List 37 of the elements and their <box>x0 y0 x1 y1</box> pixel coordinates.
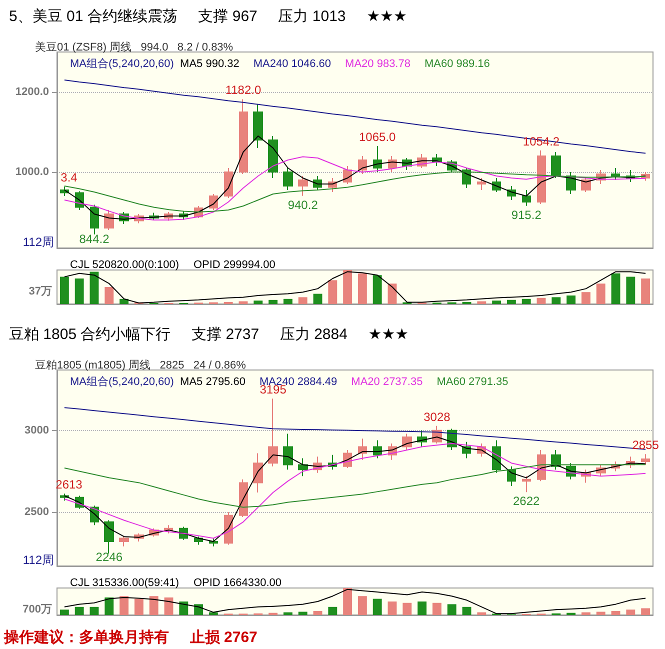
annotation: 2613 <box>56 478 83 492</box>
chart-title: 5、美豆 01 合约继续震荡 支撑 967 压力 1013 ★★★ <box>9 8 407 25</box>
text: 700万 <box>22 604 52 616</box>
series-label: CJL 520820.00(0:100) <box>70 259 180 271</box>
series-label: CJL 315336.00(59:41) <box>70 577 180 589</box>
chart-subtitle: 美豆01 (ZSF8) 周线 994.0 8.2 / 0.83% <box>35 40 234 54</box>
legend-title: MA组合(5,240,20,60) <box>70 57 174 70</box>
text: MA20 2737.35 <box>351 376 423 388</box>
annotation: 844.2 <box>79 232 110 246</box>
text: MA60 2791.35 <box>436 376 508 388</box>
text: MA20 983.78 <box>345 58 410 70</box>
text: 112周 <box>22 235 54 249</box>
text: 37万 <box>28 286 52 298</box>
annotation: 2622 <box>513 494 540 508</box>
text: MA5 990.32 <box>174 58 240 70</box>
annotation: 2855 <box>632 438 660 452</box>
annotation: 1182.0 <box>225 83 262 98</box>
annotation: 3028 <box>424 410 451 424</box>
annotation: 3.4 <box>60 170 78 185</box>
chart-subtitle: 豆粕1805 (m1805) 周线 2825 24 / 0.86% <box>35 358 246 372</box>
y-tick-label: 3000 <box>24 424 49 436</box>
y-tick-label: 1200.0 <box>15 86 49 98</box>
text: MA240 1046.60 <box>253 58 332 70</box>
text: MA5 2795.60 <box>174 376 246 388</box>
text: OPID 299994.00 <box>193 259 276 271</box>
annotation: 915.2 <box>511 208 542 222</box>
annotation: 940.2 <box>288 198 318 212</box>
legend-title: MA组合(5,240,20,60) <box>70 375 174 388</box>
text: 操作建议：多单换月持有 止损 2767 <box>3 628 258 646</box>
annotation: 1065.0 <box>359 130 396 144</box>
chart-title: 豆粕 1805 合约小幅下行 支撑 2737 压力 2884 ★★★ <box>9 326 409 343</box>
text: 112周 <box>22 553 54 567</box>
text: MA60 989.16 <box>424 58 490 70</box>
y-tick-label: 2500 <box>24 506 49 518</box>
y-tick-label: 1000.0 <box>15 166 49 178</box>
annotation: 2246 <box>96 550 123 564</box>
series-label: OPID 1664330.00 <box>193 577 282 589</box>
